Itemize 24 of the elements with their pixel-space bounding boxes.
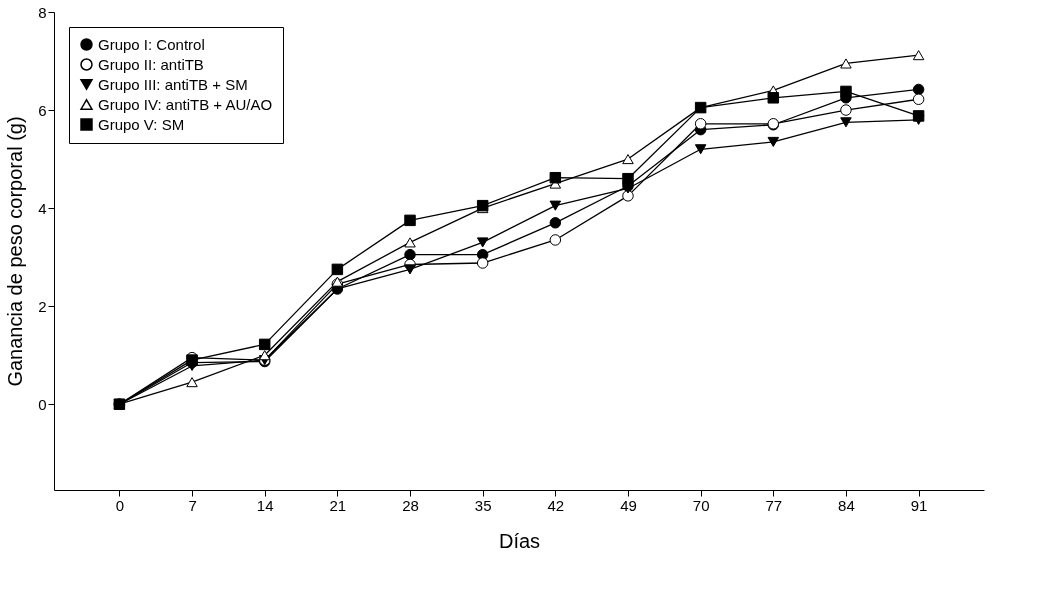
x-tick-label: 84 [838,496,855,514]
x-tick-label: 77 [765,496,783,514]
y-tick-label: 0 [38,395,47,413]
legend-label: Grupo I: Control [98,35,205,53]
x-axis-title: Días [498,529,541,552]
y-tick-label: 6 [38,101,47,119]
x-tick-label: 42 [547,496,565,514]
x-tick-label: 0 [115,496,125,514]
x-tick-label: 14 [256,496,274,514]
legend-label: Grupo III: antiTB + SM [98,75,248,93]
y-tick-label: 8 [38,3,47,21]
x-tick-label: 91 [910,496,928,514]
x-tick-label: 21 [329,496,347,514]
y-tick-label: 4 [38,199,47,217]
x-tick-label: 49 [620,496,637,514]
legend-label: Grupo V: SM [98,115,185,133]
x-tick-label: 35 [474,496,492,514]
y-tick-label: 2 [38,297,47,315]
x-tick-label: 28 [402,496,419,514]
legend-label: Grupo IV: antiTB + AU/AO [98,95,273,113]
x-tick-label: 70 [692,496,710,514]
y-axis-title: Ganancia de peso corporal (g) [4,116,27,387]
legend-label: Grupo II: antiTB [98,55,204,73]
x-tick-label: 7 [188,496,197,514]
